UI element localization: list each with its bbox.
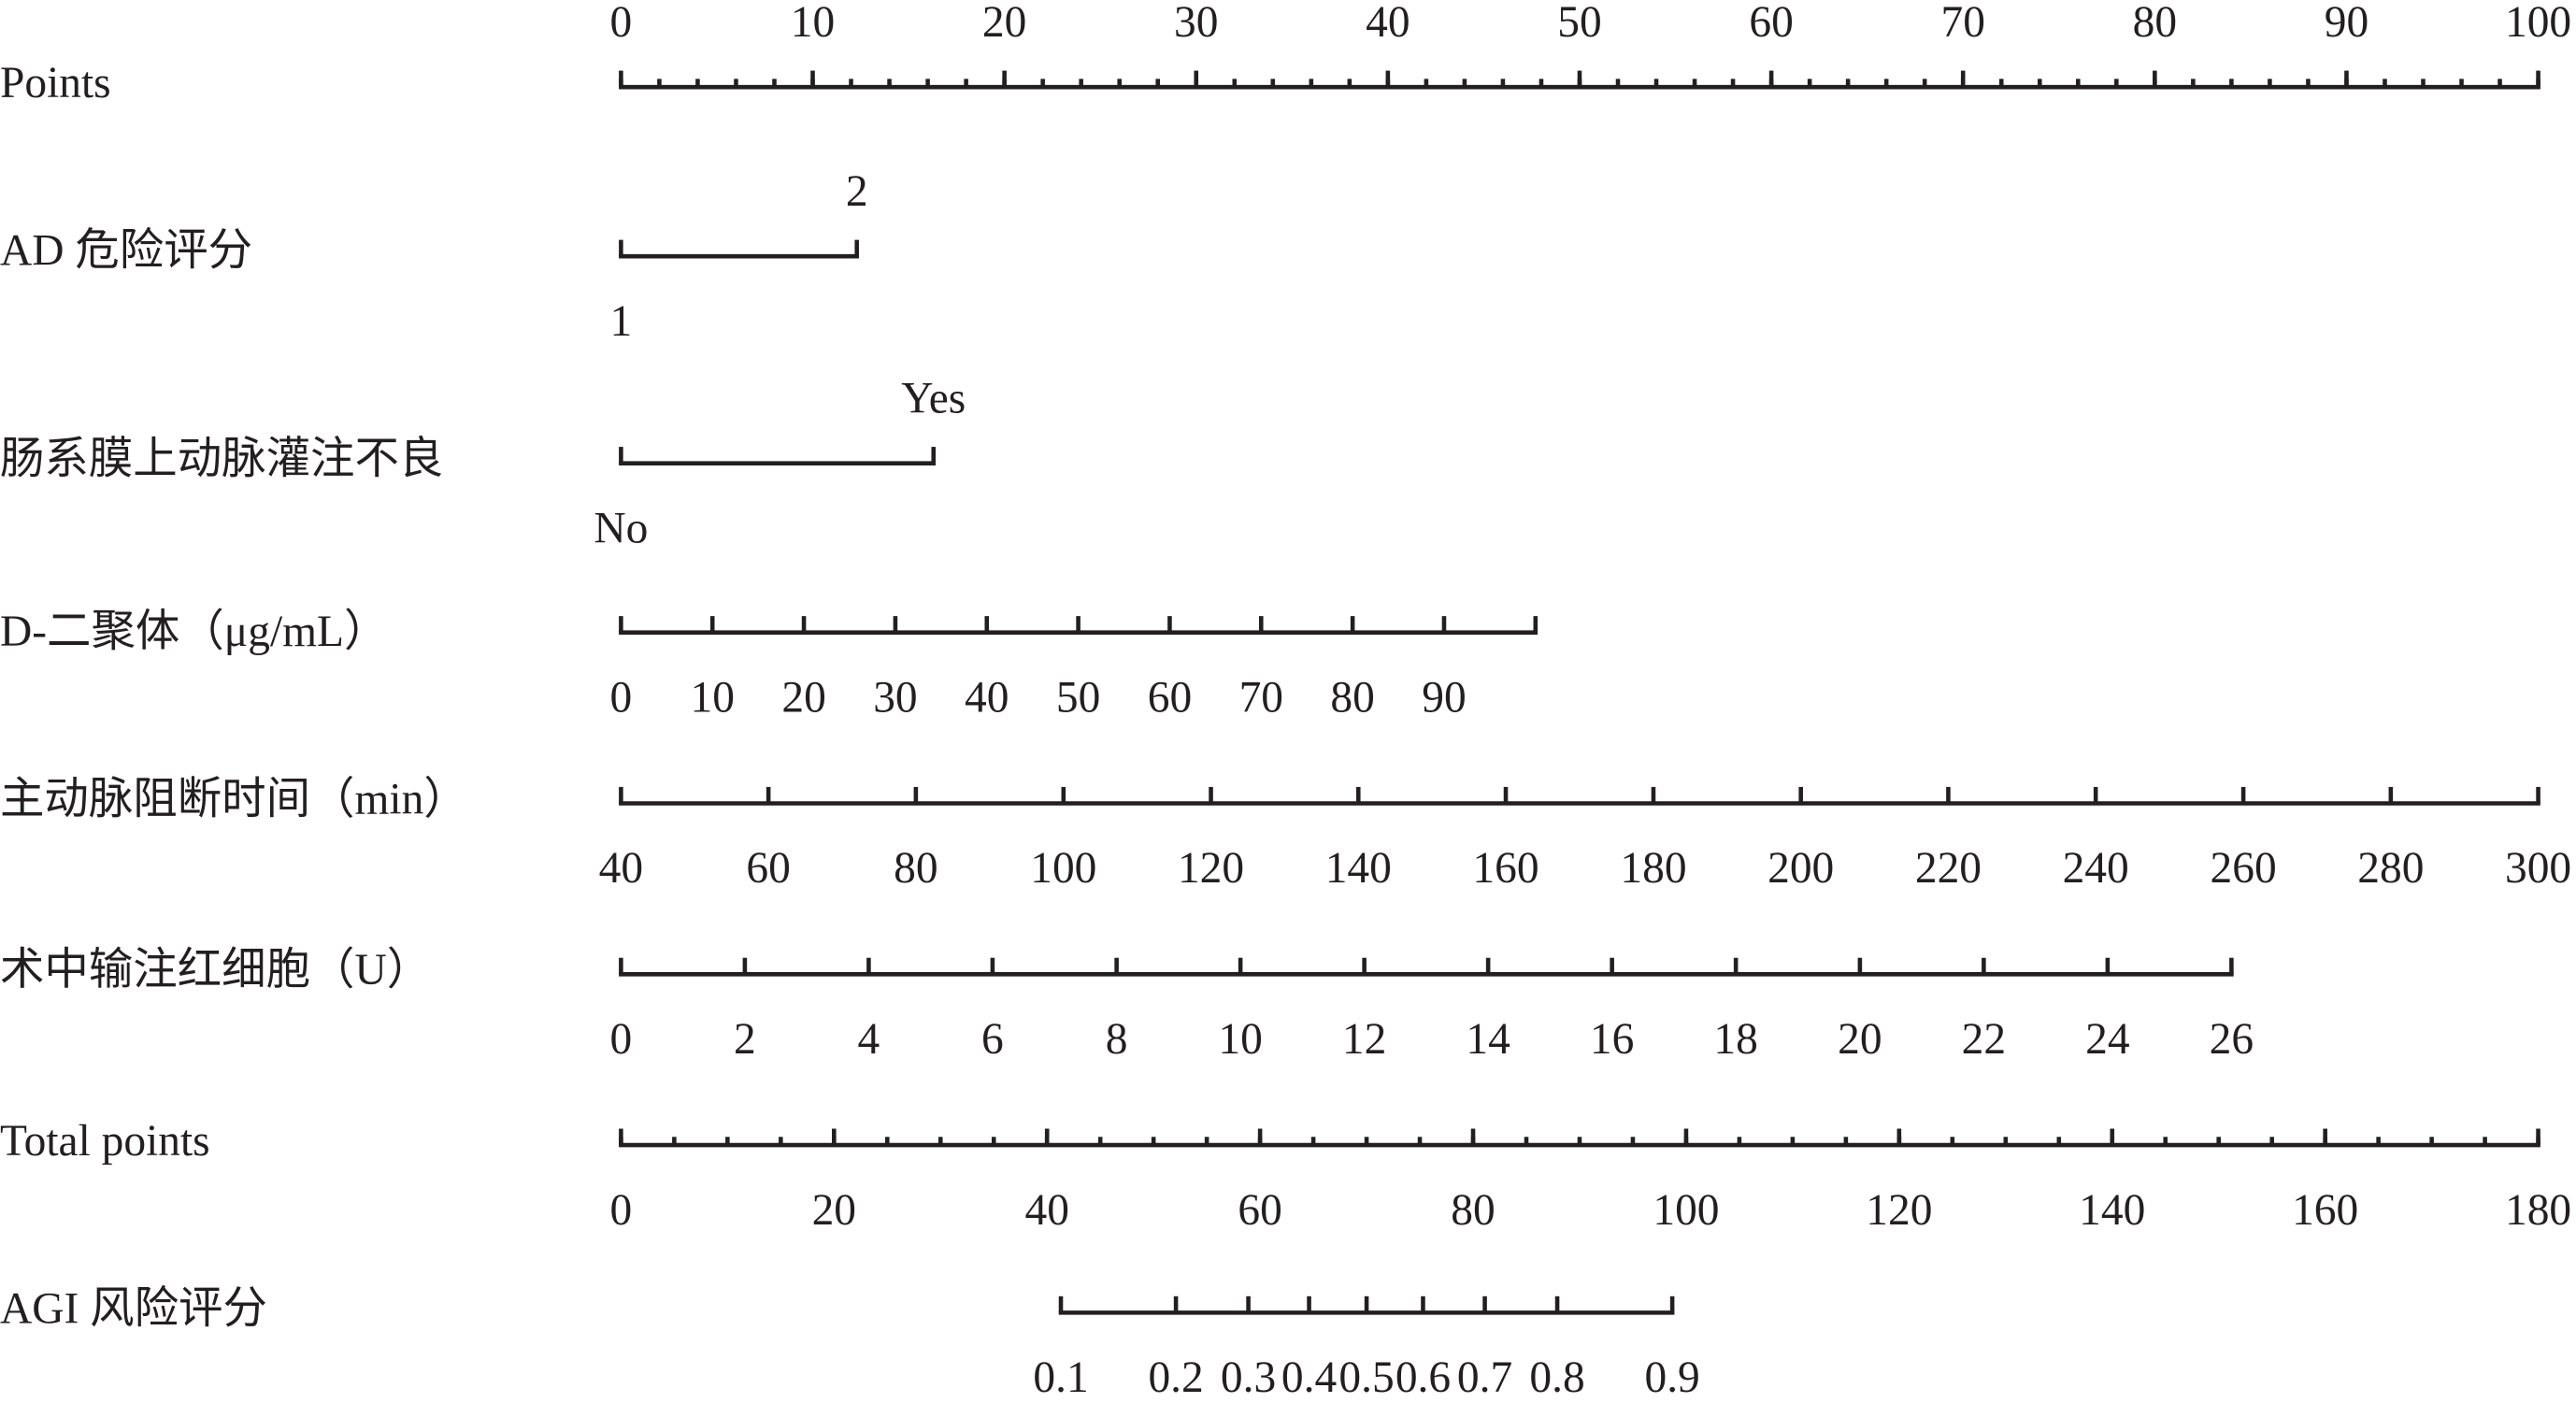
- tick-label: 180: [2505, 1186, 2571, 1235]
- row-label: 肠系膜上动脉灌注不良: [0, 435, 443, 484]
- tick-label: 0: [610, 0, 633, 47]
- tick-label: 180: [1620, 844, 1686, 893]
- tick-label: 18: [1713, 1015, 1757, 1064]
- tick-label: 280: [2357, 844, 2424, 893]
- tick-label: 160: [2292, 1186, 2358, 1235]
- tick-label: 30: [873, 673, 917, 722]
- tick-label: 20: [781, 673, 825, 722]
- tick-label: 40: [599, 844, 643, 893]
- tick-label: 0.4: [1281, 1353, 1337, 1402]
- tick-label: 260: [2211, 844, 2277, 893]
- tick-label: 40: [965, 673, 1009, 722]
- tick-label: 90: [1422, 673, 1466, 722]
- tick-label: 80: [894, 844, 937, 893]
- tick-label: 50: [1557, 0, 1601, 47]
- tick-label: 60: [746, 844, 790, 893]
- row-label: AGI 风险评分: [0, 1284, 267, 1333]
- tick-label: 2: [846, 167, 868, 216]
- tick-label: 70: [1239, 673, 1283, 722]
- tick-label: 0.8: [1529, 1353, 1584, 1402]
- tick-label: 30: [1174, 0, 1218, 47]
- tick-label: 200: [1767, 844, 1834, 893]
- tick-label: 0.5: [1338, 1353, 1394, 1402]
- tick-label: 40: [1366, 0, 1410, 47]
- tick-label: 16: [1590, 1015, 1634, 1064]
- tick-label: 90: [2325, 0, 2368, 47]
- tick-label: 0.3: [1221, 1353, 1276, 1402]
- row-label: 术中输注红细胞（U）: [0, 946, 431, 995]
- tick-label: 70: [1941, 0, 1985, 47]
- tick-label: 4: [858, 1015, 880, 1064]
- tick-label: 80: [1451, 1186, 1495, 1235]
- row-label: Total points: [0, 1117, 210, 1166]
- tick-label: 300: [2505, 844, 2571, 893]
- tick-label: 120: [1178, 844, 1244, 893]
- tick-label: 100: [2505, 0, 2571, 47]
- tick-label: 0: [610, 1186, 633, 1235]
- tick-label: 80: [1330, 673, 1374, 722]
- tick-label: 22: [1962, 1015, 2006, 1064]
- tick-label: 10: [791, 0, 835, 47]
- tick-label: 0.6: [1395, 1353, 1451, 1402]
- tick-label: 100: [1653, 1186, 1719, 1235]
- row-label: Points: [0, 59, 111, 107]
- tick-label: 10: [1218, 1015, 1262, 1064]
- tick-label: 80: [2133, 0, 2177, 47]
- tick-label: 220: [1915, 844, 1982, 893]
- tick-label: 240: [2063, 844, 2129, 893]
- tick-label: 1: [610, 297, 633, 346]
- tick-label: 160: [1472, 844, 1538, 893]
- tick-label: No: [594, 504, 648, 552]
- tick-label: 10: [691, 673, 735, 722]
- tick-label: 2: [734, 1015, 756, 1064]
- tick-label: 120: [1866, 1186, 1932, 1235]
- tick-label: 0.1: [1033, 1353, 1088, 1402]
- tick-label: 14: [1466, 1015, 1510, 1064]
- tick-label: 40: [1024, 1186, 1068, 1235]
- tick-label: 20: [982, 0, 1026, 47]
- tick-label: 8: [1106, 1015, 1128, 1064]
- tick-label: 0.9: [1644, 1353, 1699, 1402]
- row-label: D-二聚体（μg/mL）: [0, 608, 388, 656]
- tick-label: 100: [1030, 844, 1096, 893]
- tick-label: 20: [1838, 1015, 1882, 1064]
- tick-label: 24: [2085, 1015, 2129, 1064]
- tick-label: 140: [2079, 1186, 2145, 1235]
- tick-label: 60: [1238, 1186, 1281, 1235]
- tick-label: 12: [1342, 1015, 1386, 1064]
- tick-label: 0.2: [1148, 1353, 1203, 1402]
- tick-label: 60: [1148, 673, 1192, 722]
- tick-label: 0.7: [1457, 1353, 1512, 1402]
- tick-label: 60: [1749, 0, 1793, 47]
- tick-label: Yes: [901, 375, 966, 423]
- tick-label: 26: [2210, 1015, 2254, 1064]
- tick-label: 20: [812, 1186, 856, 1235]
- tick-label: 6: [981, 1015, 1004, 1064]
- row-label: 主动脉阻断时间（min）: [0, 775, 468, 823]
- tick-label: 0: [610, 673, 633, 722]
- tick-label: 0: [610, 1015, 633, 1064]
- tick-label: 50: [1056, 673, 1100, 722]
- tick-label: 140: [1325, 844, 1392, 893]
- row-label: AD 危险评分: [0, 226, 252, 275]
